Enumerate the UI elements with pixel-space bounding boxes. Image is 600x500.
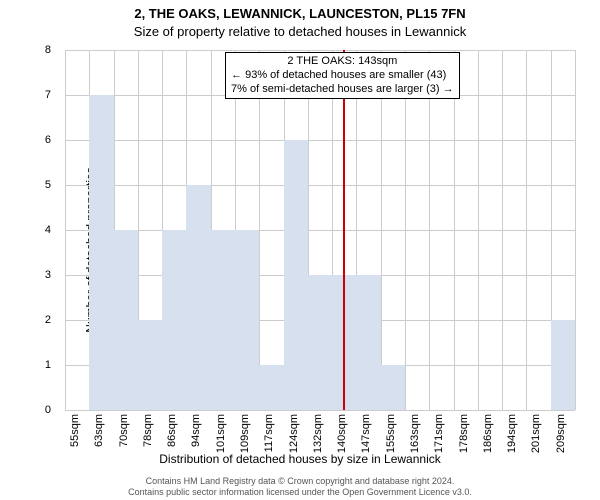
annotation-line: 2 THE OAKS: 143sqm — [231, 55, 454, 69]
x-tick-label: 140sqm — [336, 414, 348, 453]
x-tick-label: 147sqm — [360, 414, 372, 453]
y-axis-ticks: 012345678 — [0, 50, 55, 410]
x-tick-label: 155sqm — [385, 414, 397, 453]
x-tick-label: 194sqm — [506, 414, 518, 453]
x-tick-label: 78sqm — [142, 414, 154, 447]
chart-title-line-2: Size of property relative to detached ho… — [0, 24, 600, 39]
x-tick-label: 55sqm — [69, 414, 81, 447]
y-tick-label: 8 — [45, 44, 51, 56]
annotation-line: ← 93% of detached houses are smaller (43… — [231, 69, 454, 83]
x-tick-label: 94sqm — [190, 414, 202, 447]
annotation-line: 7% of semi-detached houses are larger (3… — [231, 83, 454, 97]
y-tick-label: 0 — [45, 404, 51, 416]
annotation-layer: 2 THE OAKS: 143sqm← 93% of detached hous… — [65, 50, 575, 410]
x-axis-label: Distribution of detached houses by size … — [0, 452, 600, 466]
x-axis-ticks: 55sqm 63sqm 70sqm 78sqm 86sqm 94sqm 101sqm 109s… — [65, 410, 575, 455]
plot-area: 2 THE OAKS: 143sqm← 93% of detached hous… — [65, 50, 575, 410]
footer-line-2: Contains public sector information licen… — [0, 487, 600, 498]
x-tick-label: 109sqm — [239, 414, 251, 453]
y-tick-label: 6 — [45, 134, 51, 146]
x-tick-label: 63sqm — [93, 414, 105, 447]
chart-wrapper: 2, THE OAKS, LEWANNICK, LAUNCESTON, PL15… — [0, 0, 600, 500]
x-tick-label: 186sqm — [482, 414, 494, 453]
gridline-v — [575, 50, 576, 410]
y-tick-label: 7 — [45, 89, 51, 101]
footer-line-1: Contains HM Land Registry data © Crown c… — [0, 476, 600, 487]
y-tick-label: 4 — [45, 224, 51, 236]
y-tick-label: 2 — [45, 314, 51, 326]
x-tick-label: 171sqm — [433, 414, 445, 453]
x-tick-label: 178sqm — [458, 414, 470, 453]
x-tick-label: 117sqm — [263, 414, 275, 452]
x-tick-label: 201sqm — [530, 414, 542, 453]
y-tick-label: 5 — [45, 179, 51, 191]
x-tick-label: 86sqm — [166, 414, 178, 447]
x-tick-label: 132sqm — [312, 414, 324, 453]
annotation-box: 2 THE OAKS: 143sqm← 93% of detached hous… — [225, 52, 460, 99]
chart-title-line-1: 2, THE OAKS, LEWANNICK, LAUNCESTON, PL15… — [0, 6, 600, 21]
x-tick-label: 209sqm — [555, 414, 567, 453]
x-tick-label: 163sqm — [409, 414, 421, 453]
x-tick-label: 124sqm — [288, 414, 300, 453]
y-tick-label: 1 — [45, 359, 51, 371]
chart-footer: Contains HM Land Registry data © Crown c… — [0, 476, 600, 498]
x-tick-label: 101sqm — [215, 414, 227, 453]
x-tick-label: 70sqm — [118, 414, 130, 447]
y-tick-label: 3 — [45, 269, 51, 281]
